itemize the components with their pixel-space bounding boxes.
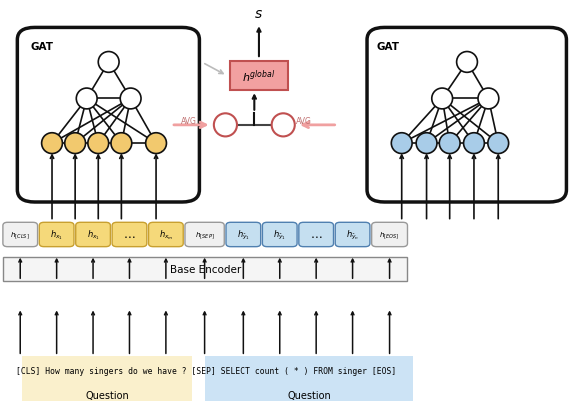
Text: AVG: AVG <box>296 117 312 126</box>
Text: AVG: AVG <box>181 117 197 126</box>
FancyBboxPatch shape <box>17 28 199 202</box>
Ellipse shape <box>272 114 295 137</box>
FancyBboxPatch shape <box>367 28 566 202</box>
Bar <box>205 356 413 401</box>
Text: [CLS] How many singers do we have ? [SEP] SELECT count ( * ) FROM singer [EOS]: [CLS] How many singers do we have ? [SEP… <box>16 366 397 375</box>
Text: $h_{x_1}$: $h_{x_1}$ <box>50 228 63 242</box>
Text: $\cdots$: $\cdots$ <box>310 228 323 241</box>
FancyBboxPatch shape <box>335 223 370 247</box>
Ellipse shape <box>214 114 237 137</box>
Text: $h_{x_1}$: $h_{x_1}$ <box>87 228 99 242</box>
Text: GAT: GAT <box>377 42 400 51</box>
Bar <box>3 257 407 281</box>
Ellipse shape <box>439 133 460 154</box>
FancyBboxPatch shape <box>112 223 147 247</box>
Ellipse shape <box>488 133 509 154</box>
FancyBboxPatch shape <box>185 223 224 247</box>
Ellipse shape <box>457 52 477 73</box>
Text: GAT: GAT <box>30 42 53 51</box>
Text: Question: Question <box>85 390 129 400</box>
Ellipse shape <box>76 89 97 110</box>
Ellipse shape <box>464 133 484 154</box>
Text: Base Encoder: Base Encoder <box>169 264 241 274</box>
Ellipse shape <box>478 89 499 110</box>
Ellipse shape <box>88 133 109 154</box>
Text: $\cdots$: $\cdots$ <box>123 228 136 241</box>
FancyBboxPatch shape <box>76 223 110 247</box>
Ellipse shape <box>98 52 119 73</box>
Ellipse shape <box>416 133 437 154</box>
Text: $h_{[CLS]}$: $h_{[CLS]}$ <box>10 230 30 240</box>
FancyBboxPatch shape <box>149 223 183 247</box>
FancyBboxPatch shape <box>3 223 38 247</box>
Ellipse shape <box>120 89 141 110</box>
Ellipse shape <box>42 133 62 154</box>
Text: $s$: $s$ <box>254 7 264 21</box>
Ellipse shape <box>146 133 166 154</box>
Bar <box>230 62 288 91</box>
FancyBboxPatch shape <box>39 223 74 247</box>
FancyBboxPatch shape <box>262 223 297 247</box>
Text: $h^{global}$: $h^{global}$ <box>242 68 276 84</box>
Text: $h_{[SEP]}$: $h_{[SEP]}$ <box>195 230 214 240</box>
Text: Question: Question <box>287 390 331 400</box>
Text: $h_{\hat{y}_n}$: $h_{\hat{y}_n}$ <box>346 228 359 241</box>
Text: $h_{[EOS]}$: $h_{[EOS]}$ <box>379 230 400 240</box>
Ellipse shape <box>391 133 412 154</box>
Text: $h_{x_m}$: $h_{x_m}$ <box>158 228 173 242</box>
Ellipse shape <box>111 133 132 154</box>
Ellipse shape <box>65 133 86 154</box>
FancyBboxPatch shape <box>372 223 407 247</box>
Text: $h_{\hat{y}_1}$: $h_{\hat{y}_1}$ <box>237 228 250 241</box>
Bar <box>22 356 192 401</box>
FancyBboxPatch shape <box>299 223 334 247</box>
Ellipse shape <box>432 89 453 110</box>
Text: $h_{\hat{y}_1}$: $h_{\hat{y}_1}$ <box>273 228 286 241</box>
FancyBboxPatch shape <box>226 223 261 247</box>
